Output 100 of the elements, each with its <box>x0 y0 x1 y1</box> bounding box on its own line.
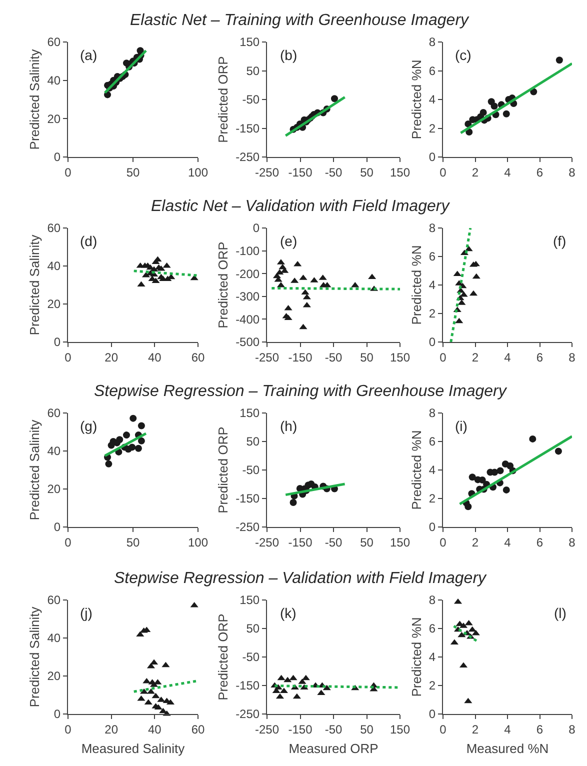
y-axis-title: Predicted %N <box>408 617 424 697</box>
x-tick-label: 150 <box>390 535 410 550</box>
y-tick-label: -250 <box>236 520 260 534</box>
y-tick-label: 40 <box>47 631 61 646</box>
x-tick-label: 150 <box>390 722 410 736</box>
y-tick-label: 0 <box>54 335 61 350</box>
x-tick-label: 50 <box>360 350 374 364</box>
y-tick-label: 150 <box>240 406 260 420</box>
chart-title: Stepwise Regression – Validation with Field Imagery <box>114 570 488 587</box>
x-tick-label: -50 <box>324 722 342 736</box>
y-tick-label: -200 <box>236 266 260 281</box>
x-tick-label: 50 <box>126 535 140 550</box>
x-tick-label: 50 <box>126 165 140 180</box>
x-tick-label: -150 <box>288 535 313 550</box>
y-tick-label: -300 <box>236 290 260 304</box>
y-tick-label: -400 <box>236 312 260 326</box>
x-tick-label: 8 <box>568 165 576 180</box>
annotation: (e) <box>280 233 298 249</box>
y-tick-label: 2 <box>428 678 436 693</box>
y-axis-title: Predicted Salinity <box>27 606 42 708</box>
x-tick-label: 4 <box>504 350 512 364</box>
y-tick-label: 20 <box>47 297 61 312</box>
y-axis-title: Predicted ORP <box>216 242 231 328</box>
y-tick-label: 20 <box>47 482 61 496</box>
x-tick-label: 8 <box>568 535 576 550</box>
x-tick-label: -150 <box>288 165 313 180</box>
y-axis-title: Predicted %N <box>408 430 424 510</box>
y-tick-label: 60 <box>47 35 61 50</box>
y-tick-label: 4 <box>428 92 436 107</box>
y-axis-title: Predicted ORP <box>216 614 231 700</box>
y-tick-label: 20 <box>47 669 61 684</box>
y-tick-label: -250 <box>236 707 260 722</box>
y-tick-label: 150 <box>240 35 260 50</box>
y-tick-label: 50 <box>246 64 260 78</box>
y-tick-label: -150 <box>236 121 260 136</box>
x-axis-title: Measured Salinity <box>81 741 186 756</box>
y-tick-label: 40 <box>47 74 61 88</box>
x-tick-label: 150 <box>390 165 410 180</box>
y-tick-label: 4 <box>428 463 436 478</box>
x-tick-label: -50 <box>324 535 342 550</box>
y-tick-label: -150 <box>236 678 260 693</box>
y-axis-title: Predicted Salinity <box>27 419 42 520</box>
annotation: (a) <box>80 47 98 63</box>
annotation: (c) <box>455 47 472 63</box>
y-tick-label: 8 <box>428 35 436 50</box>
x-tick-label: 0 <box>440 535 447 550</box>
annotation: (l) <box>554 605 566 621</box>
annotation: (j) <box>80 605 92 621</box>
x-tick-label: 40 <box>148 350 162 364</box>
x-tick-label: 6 <box>536 350 544 364</box>
y-axis-title: Predicted Salinity <box>27 48 42 150</box>
y-tick-label: 8 <box>428 593 436 608</box>
x-tick-label: 2 <box>472 722 479 736</box>
x-tick-label: 8 <box>568 722 576 736</box>
x-tick-label: 20 <box>104 350 118 364</box>
y-axis-title: Predicted ORP <box>216 56 231 143</box>
y-tick-label: 2 <box>428 492 436 506</box>
y-tick-label: 40 <box>47 259 61 274</box>
x-tick-label: 6 <box>536 722 544 736</box>
x-tick-label: 8 <box>568 350 576 364</box>
x-tick-label: 0 <box>440 722 447 736</box>
x-tick-label: -50 <box>324 165 342 180</box>
y-tick-label: 60 <box>47 593 61 608</box>
x-tick-label: 150 <box>390 350 410 364</box>
y-tick-label: 0 <box>428 150 436 164</box>
y-tick-label: 6 <box>428 64 436 78</box>
annotation: (k) <box>280 605 296 621</box>
annotation: (h) <box>280 418 298 434</box>
x-tick-label: 0 <box>64 350 72 364</box>
y-tick-label: -100 <box>236 244 260 258</box>
y-tick-label: 0 <box>54 520 61 534</box>
x-tick-label: 50 <box>360 165 374 180</box>
x-tick-label: 60 <box>191 722 205 736</box>
x-tick-label: -150 <box>288 350 313 364</box>
y-axis-title: Predicted ORP <box>216 426 231 514</box>
y-tick-label: 4 <box>428 650 436 664</box>
x-tick-label: 50 <box>360 535 374 550</box>
y-tick-label: 150 <box>240 593 260 608</box>
y-tick-label: 40 <box>47 444 61 458</box>
y-tick-label: -500 <box>236 335 260 350</box>
annotation: (g) <box>80 418 98 434</box>
x-tick-label: 40 <box>148 722 162 736</box>
annotation: (d) <box>80 233 98 249</box>
chart-title: Stepwise Regression – Training with Greenhouse Imagery <box>94 383 508 400</box>
x-tick-label: 4 <box>504 165 512 180</box>
y-tick-label: -50 <box>242 92 260 107</box>
y-tick-label: 50 <box>246 434 260 449</box>
y-tick-label: 2 <box>428 121 436 136</box>
x-tick-label: 60 <box>191 350 205 364</box>
x-tick-label: 6 <box>536 535 544 550</box>
x-axis-title: Measured %N <box>466 741 549 756</box>
y-tick-label: 20 <box>47 112 61 126</box>
y-tick-label: 60 <box>47 221 61 236</box>
y-tick-label: -50 <box>242 650 260 664</box>
y-tick-label: 0 <box>252 221 260 236</box>
x-axis-title: Measured ORP <box>288 741 378 756</box>
y-tick-label: 50 <box>246 622 260 636</box>
y-tick-label: 0 <box>54 707 61 722</box>
x-tick-label: 2 <box>472 165 479 180</box>
y-tick-label: 6 <box>428 622 436 636</box>
